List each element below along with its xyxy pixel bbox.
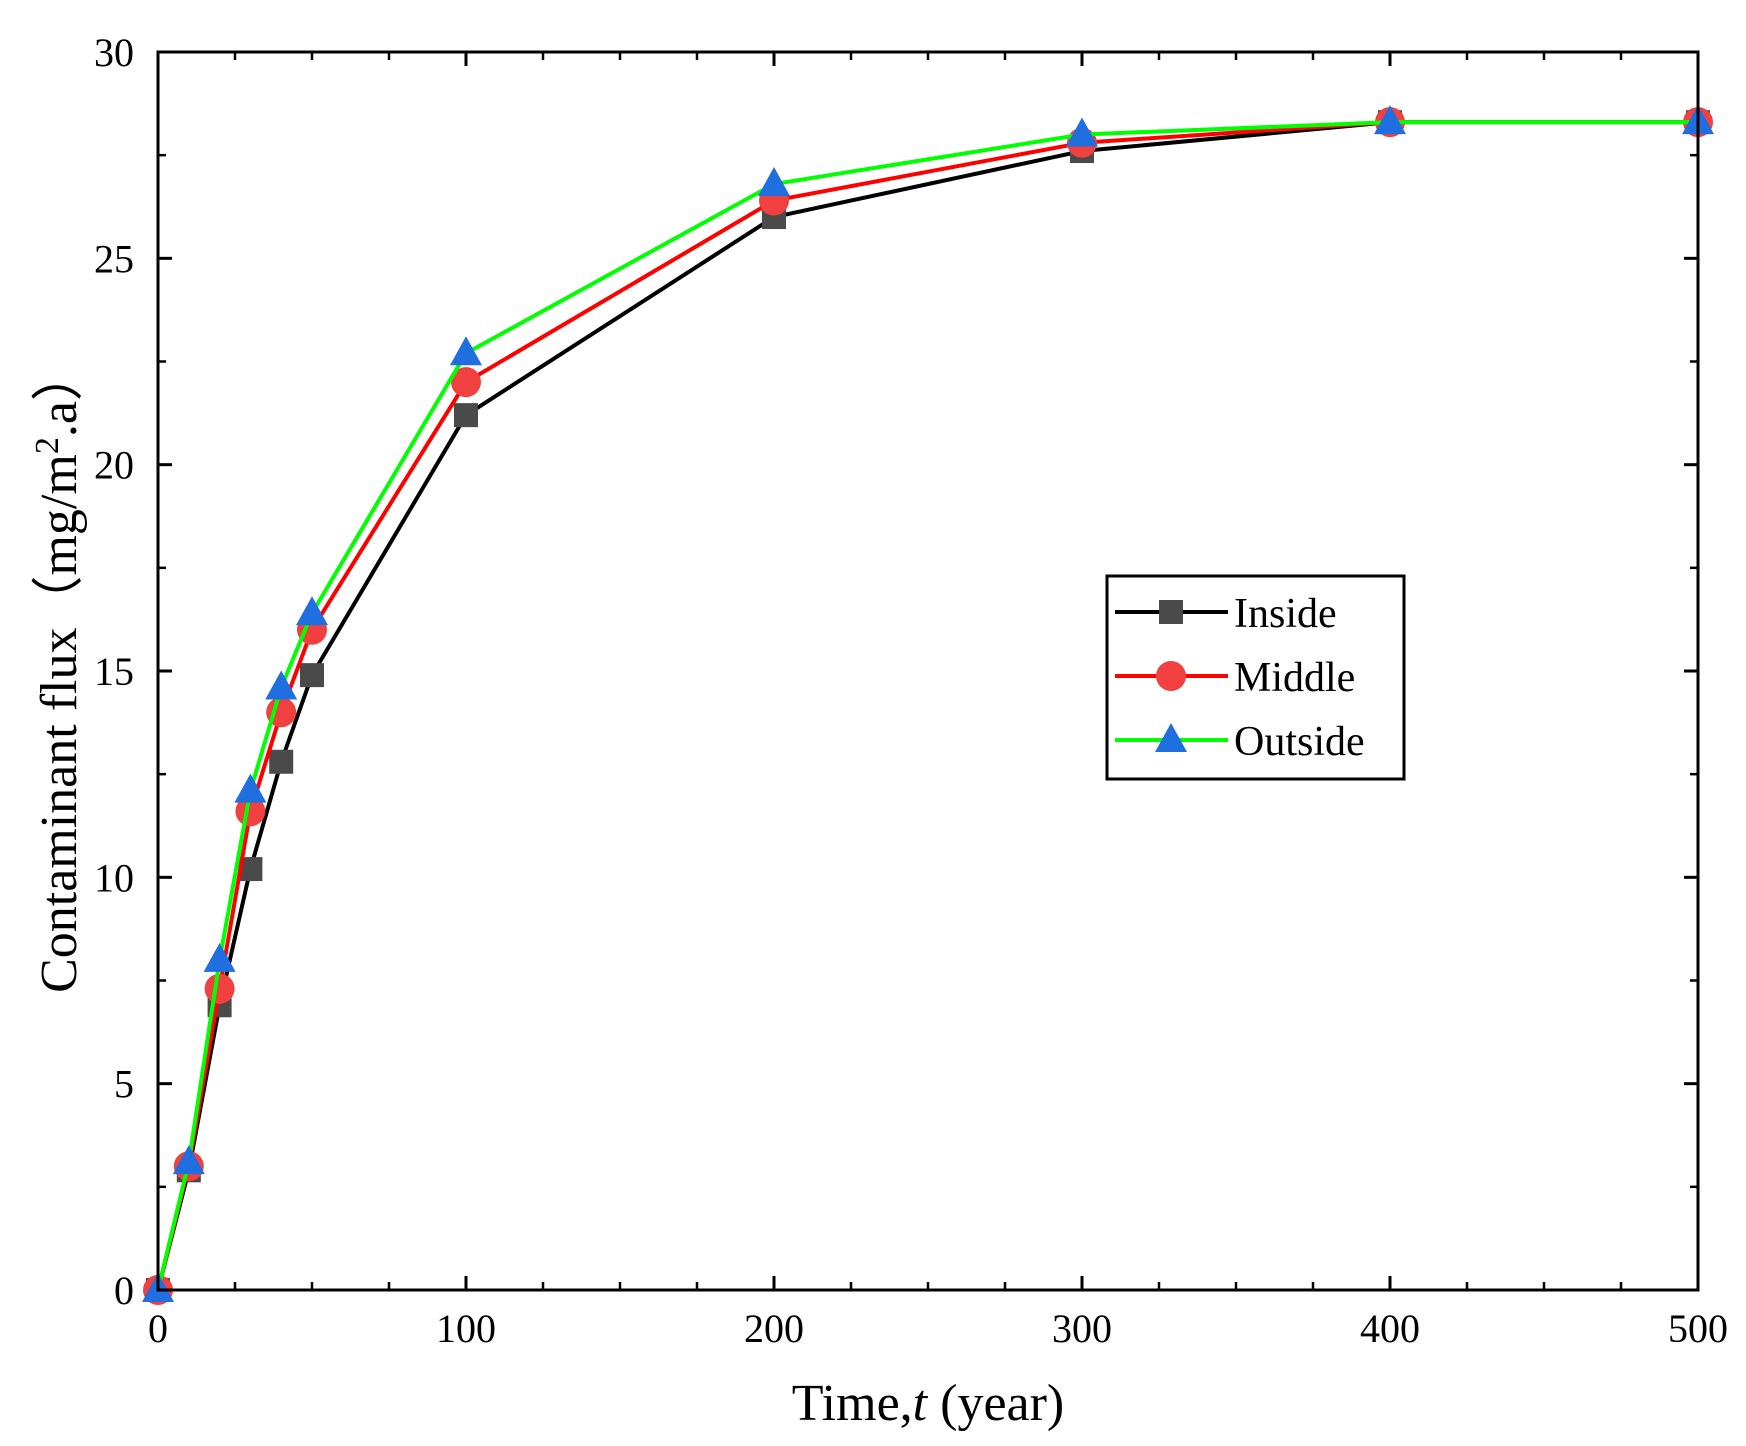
series-line-inside	[156, 120, 1698, 1291]
data-point-outside	[265, 670, 298, 700]
data-point-outside	[758, 167, 790, 197]
series-inside	[146, 110, 1710, 1302]
data-point-middle	[451, 367, 481, 398]
series-line-middle	[156, 120, 1698, 1291]
legend-label: Outside	[1234, 719, 1365, 765]
legend-entry-middle: Middle	[1115, 655, 1355, 701]
y-tick-label: 15	[94, 649, 134, 694]
x-tick-label: 100	[436, 1306, 496, 1351]
y-tick-label: 25	[94, 236, 134, 281]
data-point-outside	[450, 336, 482, 366]
y-tick-label: 5	[114, 1062, 134, 1107]
x-tick-label: 300	[1052, 1306, 1112, 1351]
legend-entry-outside: Outside	[1115, 719, 1365, 765]
series-layer	[142, 105, 1714, 1305]
legend: Inside Middle Outside	[1105, 574, 1406, 781]
y-tick-label: 20	[94, 443, 134, 488]
x-tick-label: 400	[1360, 1306, 1420, 1351]
data-point-outside	[203, 942, 236, 972]
x-tick-label: 200	[744, 1306, 804, 1351]
series-middle	[143, 107, 1713, 1305]
y-tick-label: 10	[94, 855, 134, 900]
data-point-inside	[300, 663, 324, 688]
series-outside	[142, 105, 1714, 1302]
legend-marker-square	[1159, 600, 1183, 624]
y-axis-title: Contaminant flux（mg/m2.a）	[29, 349, 88, 993]
data-point-outside	[1066, 117, 1098, 147]
data-point-inside	[269, 749, 294, 774]
series-line-outside	[156, 120, 1698, 1291]
data-point-middle	[235, 796, 266, 827]
data-point-outside	[296, 596, 328, 626]
data-point-middle	[204, 973, 235, 1004]
data-point-outside	[234, 773, 267, 803]
y-tick-label: 0	[114, 1268, 134, 1313]
data-point-inside	[454, 403, 478, 428]
legend-marker-triangle	[1155, 723, 1187, 752]
plot-frame	[156, 50, 1700, 1292]
x-tick-label: 500	[1668, 1306, 1728, 1351]
data-point-middle	[266, 697, 297, 728]
data-point-outside	[1374, 105, 1406, 135]
x-tick-label: 0	[148, 1306, 168, 1351]
legend-label: Inside	[1234, 591, 1337, 637]
data-point-outside	[172, 1145, 205, 1175]
legend-marker-circle	[1156, 661, 1186, 691]
legend-entry-inside: Inside	[1115, 591, 1337, 637]
legend-label: Middle	[1234, 655, 1355, 701]
x-axis-title: Time,t (year)	[792, 1375, 1064, 1432]
ticks-layer: 0 100 200 300 400 500 0 5 10 15 20 25 30	[94, 30, 1728, 1351]
y-tick-label: 30	[94, 30, 134, 75]
